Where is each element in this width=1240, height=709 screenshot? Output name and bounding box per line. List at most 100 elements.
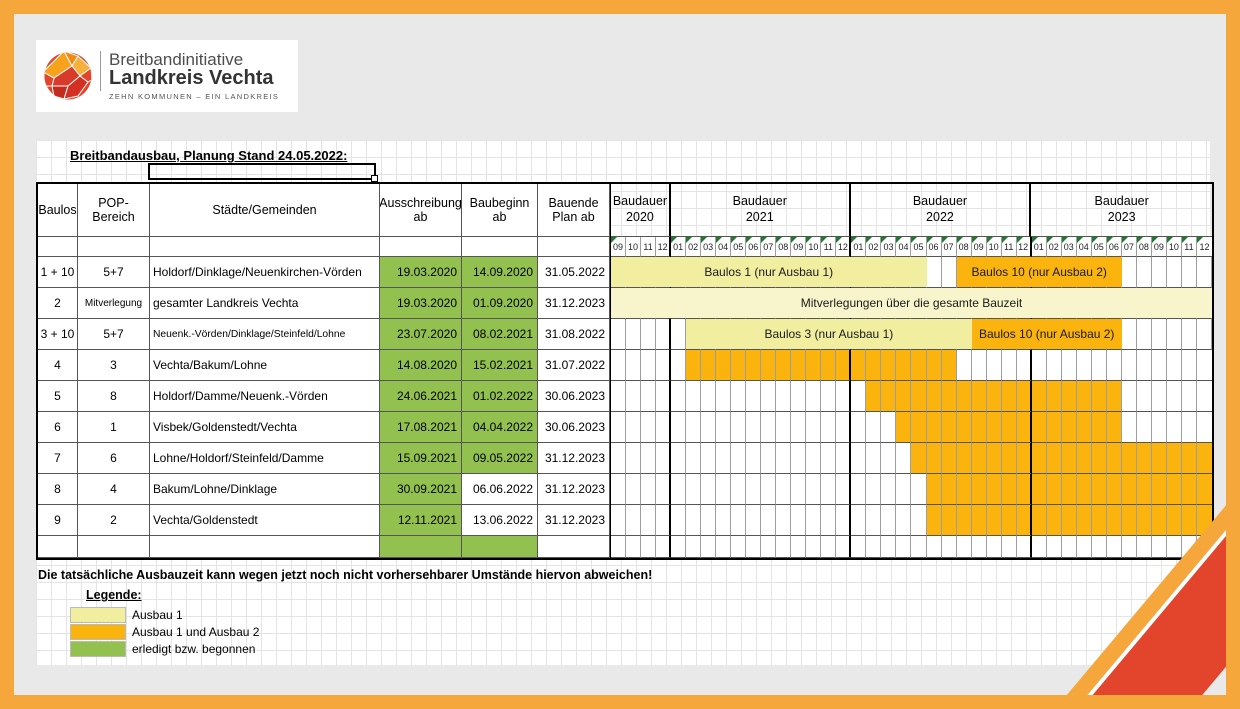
gantt-cell xyxy=(836,412,852,443)
gantt-cell xyxy=(1136,505,1152,536)
gantt-cell xyxy=(1151,257,1167,288)
column-header: Städte/Gemeinden xyxy=(150,184,380,237)
gantt-cell xyxy=(851,474,867,505)
table-row: 1 + 10 5+7 Holdorf/Dinklage/Neuenkirchen-V… xyxy=(38,257,1212,288)
cell-bauende: 31.12.2023 xyxy=(538,474,610,505)
cell-baubeginn: 09.05.2022 xyxy=(462,443,538,474)
gantt-row xyxy=(610,474,1212,505)
gantt-cell xyxy=(1076,443,1092,474)
table-row: 4 3 Vechta/Bakum/Lohne 14.08.2020 15.02.2021… xyxy=(38,350,1212,381)
gantt-cell xyxy=(1181,381,1197,412)
gantt-cell xyxy=(1016,381,1032,412)
gantt-cell xyxy=(1046,412,1062,443)
gantt-bar: Mitverlegungen über die gesamte Bauzeit xyxy=(611,288,1212,318)
cell-gemeinden: Lohne/Holdorf/Steinfeld/Damme xyxy=(150,443,380,474)
logo: Breitbandinitiative Landkreis Vechta ZEH… xyxy=(36,40,298,112)
gantt-cell xyxy=(641,474,657,505)
gantt-cell xyxy=(806,505,822,536)
gantt-cell xyxy=(1136,412,1152,443)
gantt-cell xyxy=(911,443,927,474)
gantt-cell xyxy=(686,412,702,443)
cell-baulos: 2 xyxy=(38,288,78,319)
gantt-cell xyxy=(926,257,942,288)
year-group-header: Baudauer 2021 xyxy=(670,184,851,237)
cell-bauende: 31.12.2023 xyxy=(538,288,610,319)
gantt-cell xyxy=(1076,505,1092,536)
gantt-cell xyxy=(986,412,1002,443)
gantt-cell xyxy=(956,443,972,474)
month-header: 12 xyxy=(1016,237,1032,257)
gantt-cell xyxy=(1031,350,1047,381)
gantt-cell xyxy=(746,412,762,443)
gantt-cell xyxy=(881,381,897,412)
gantt-cell xyxy=(881,536,897,558)
gantt-cell xyxy=(1076,474,1092,505)
cell-bauende: 31.05.2022 xyxy=(538,257,610,288)
cell-ausschreibung: 19.03.2020 xyxy=(380,257,462,288)
cell-gemeinden: Neuenk.-Vörden/Dinklage/Steinfeld/Lohne xyxy=(150,319,380,350)
gantt-cell xyxy=(1121,412,1137,443)
gantt-cell xyxy=(881,412,897,443)
cell-ausschreibung: 17.08.2021 xyxy=(380,412,462,443)
gantt-cell xyxy=(701,412,717,443)
gantt-cell xyxy=(1031,474,1047,505)
gantt-cell xyxy=(686,443,702,474)
gantt-cell xyxy=(761,536,777,558)
gantt-cell xyxy=(911,505,927,536)
cell-bauende: 30.06.2023 xyxy=(538,381,610,412)
cell-bauende: 30.06.2023 xyxy=(538,412,610,443)
gantt-cell xyxy=(1151,350,1167,381)
cell-pop-bereich: 4 xyxy=(78,474,150,505)
gantt-cell xyxy=(1016,443,1032,474)
cell-baulos: 5 xyxy=(38,381,78,412)
cell-pop-bereich: Mitverlegung xyxy=(78,288,150,319)
month-header: 05 xyxy=(911,237,927,257)
gantt-cell xyxy=(956,381,972,412)
gantt-cell xyxy=(1076,412,1092,443)
gantt-cell xyxy=(1196,474,1212,505)
year-groups: Baudauer 2020 Baudauer 2021 Baudauer 2022 Baud… xyxy=(610,184,1213,237)
month-header: 08 xyxy=(776,237,792,257)
cell-gemeinden: Bakum/Lohne/Dinklage xyxy=(150,474,380,505)
gantt-cell xyxy=(941,474,957,505)
gantt-cell xyxy=(1136,319,1152,350)
gantt-cell xyxy=(791,536,807,558)
gantt-cell xyxy=(1106,443,1122,474)
gantt-cell xyxy=(836,443,852,474)
gantt-cell xyxy=(1181,412,1197,443)
month-header: 11 xyxy=(1181,237,1197,257)
gantt-cell xyxy=(731,474,747,505)
gantt-cell xyxy=(1196,443,1212,474)
gantt-cell xyxy=(836,536,852,558)
cell-ausschreibung: 19.03.2020 xyxy=(380,288,462,319)
cell-baulos: 8 xyxy=(38,474,78,505)
month-header: 09 xyxy=(1151,237,1167,257)
logo-ball-icon xyxy=(44,52,92,100)
month-header: 02 xyxy=(1046,237,1062,257)
gantt-cell xyxy=(1061,381,1077,412)
gantt-cell xyxy=(716,536,732,558)
gantt-cell xyxy=(1091,443,1107,474)
gantt-cell xyxy=(926,474,942,505)
logo-line2: Landkreis Vechta xyxy=(109,67,274,90)
gantt-row xyxy=(610,350,1212,381)
months-row: 09 10 11 12 01 02 03 04 05 06 07 08 09 10 11 12 01 02 03 04… xyxy=(38,237,1212,257)
table-row: 5 8 Holdorf/Damme/Neuenk.-Vörden 24.06.2021… xyxy=(38,381,1212,412)
cell-baubeginn xyxy=(462,536,538,558)
gantt-cell xyxy=(1181,474,1197,505)
gantt-cell xyxy=(911,536,927,558)
gantt-cell xyxy=(806,536,822,558)
gantt-cell xyxy=(806,443,822,474)
month-header: 03 xyxy=(881,237,897,257)
gantt-cell xyxy=(1106,381,1122,412)
gantt-cell xyxy=(1121,505,1137,536)
gantt-cell xyxy=(1076,536,1092,558)
cell-gemeinden: Vechta/Bakum/Lohne xyxy=(150,350,380,381)
gantt-cell xyxy=(881,350,897,381)
gantt-cell xyxy=(986,381,1002,412)
gantt-cell xyxy=(1001,412,1017,443)
cell-gemeinden: Vechta/Goldenstedt xyxy=(150,505,380,536)
gantt-cell xyxy=(866,536,882,558)
cell-bauende: 31.12.2023 xyxy=(538,443,610,474)
gantt-cell xyxy=(1061,505,1077,536)
